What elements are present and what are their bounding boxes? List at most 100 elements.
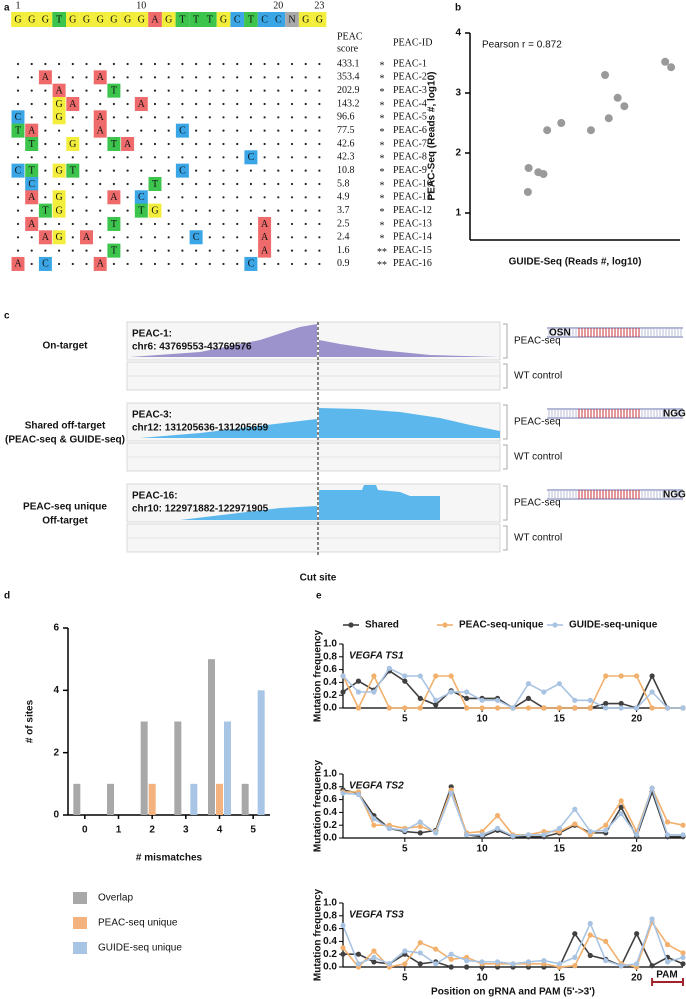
match-dot bbox=[112, 236, 115, 239]
match-dot bbox=[71, 62, 74, 66]
match-dot bbox=[208, 236, 211, 239]
mismatch-base: A bbox=[28, 125, 36, 136]
match-dot bbox=[112, 129, 115, 132]
reference-base: T bbox=[179, 14, 185, 25]
match-dot bbox=[181, 89, 184, 92]
match-dot bbox=[195, 116, 198, 119]
point bbox=[371, 689, 377, 695]
series-line bbox=[342, 674, 683, 710]
score-header: score bbox=[337, 43, 359, 54]
reference-base: T bbox=[207, 14, 213, 25]
mismatch-base: T bbox=[29, 165, 35, 176]
match-dot bbox=[140, 182, 143, 186]
point bbox=[417, 673, 423, 679]
panel-label: b bbox=[455, 3, 461, 14]
match-dot bbox=[112, 262, 115, 266]
reference-base: G bbox=[110, 14, 117, 25]
mismatch-box bbox=[107, 190, 121, 205]
peac-score: 1.6 bbox=[337, 245, 350, 256]
point bbox=[479, 697, 485, 703]
point bbox=[479, 705, 485, 711]
significance: * bbox=[380, 220, 385, 231]
point bbox=[525, 681, 532, 687]
reference-base: G bbox=[302, 14, 309, 25]
match-dot bbox=[181, 249, 184, 252]
point bbox=[355, 791, 362, 798]
point bbox=[634, 961, 640, 967]
series-line bbox=[342, 785, 683, 837]
mismatch-box bbox=[38, 230, 52, 245]
match-dot bbox=[153, 156, 157, 159]
match-dot bbox=[71, 249, 74, 252]
peac-score: 42.3 bbox=[337, 152, 355, 163]
match-dot bbox=[236, 89, 239, 92]
point bbox=[603, 958, 609, 964]
mismatch-base: T bbox=[29, 139, 35, 150]
significance: * bbox=[380, 207, 385, 218]
point bbox=[556, 705, 562, 711]
point bbox=[494, 959, 501, 965]
significance: ** bbox=[377, 260, 387, 271]
match-dot bbox=[58, 249, 61, 252]
match-dot bbox=[236, 129, 239, 132]
reference-base: G bbox=[69, 14, 76, 25]
point bbox=[556, 825, 562, 832]
bar bbox=[190, 783, 198, 815]
mismatch-box bbox=[93, 110, 107, 125]
mismatch-box bbox=[52, 110, 66, 125]
bar bbox=[224, 721, 231, 815]
point bbox=[448, 673, 454, 679]
match-dot bbox=[290, 156, 294, 159]
base-box bbox=[93, 12, 108, 27]
match-dot bbox=[16, 142, 20, 146]
match-dot bbox=[71, 222, 74, 226]
match-dot bbox=[167, 182, 170, 186]
site-locus: chr12: 131205636-131205659 bbox=[132, 423, 269, 434]
match-dot bbox=[277, 129, 280, 132]
point bbox=[661, 57, 670, 66]
reference-base: G bbox=[42, 14, 49, 25]
match-dot bbox=[167, 236, 170, 239]
match-dot bbox=[263, 262, 266, 266]
point bbox=[510, 961, 516, 967]
match-dot bbox=[126, 62, 129, 66]
sample-bracket bbox=[503, 525, 508, 551]
match-dot bbox=[249, 222, 252, 226]
point bbox=[402, 948, 408, 954]
y-tick-label: 4 bbox=[53, 685, 59, 696]
point bbox=[539, 170, 548, 178]
point bbox=[572, 963, 578, 969]
y-tick-label: 0.8 bbox=[323, 651, 337, 662]
point bbox=[464, 695, 470, 702]
match-dot bbox=[112, 62, 115, 66]
match-dot bbox=[290, 116, 294, 119]
match-dot bbox=[318, 169, 321, 172]
match-dot bbox=[318, 142, 321, 146]
match-dot bbox=[222, 209, 225, 212]
match-dot bbox=[58, 262, 61, 266]
match-dot bbox=[277, 89, 280, 92]
sample-label: PEAC-seq bbox=[514, 417, 561, 428]
x-tick-label: 2 bbox=[149, 825, 155, 836]
point bbox=[572, 697, 578, 703]
point bbox=[355, 678, 362, 684]
match-dot bbox=[112, 182, 115, 186]
score-header: PEAC bbox=[337, 31, 363, 42]
match-dot bbox=[263, 156, 266, 159]
mismatch-box bbox=[52, 83, 66, 98]
mismatch-base: T bbox=[111, 85, 117, 96]
sample-label: WT control bbox=[514, 371, 562, 382]
coverage bbox=[319, 485, 440, 520]
point bbox=[543, 126, 552, 135]
match-dot bbox=[30, 156, 33, 159]
point bbox=[433, 830, 439, 836]
x-tick-label: 3 bbox=[183, 825, 189, 836]
base-box bbox=[244, 12, 258, 27]
mismatch-box bbox=[25, 123, 39, 138]
match-dot bbox=[140, 156, 143, 159]
point bbox=[634, 705, 640, 711]
point bbox=[618, 673, 624, 679]
match-dot bbox=[249, 89, 252, 92]
point bbox=[664, 705, 671, 711]
